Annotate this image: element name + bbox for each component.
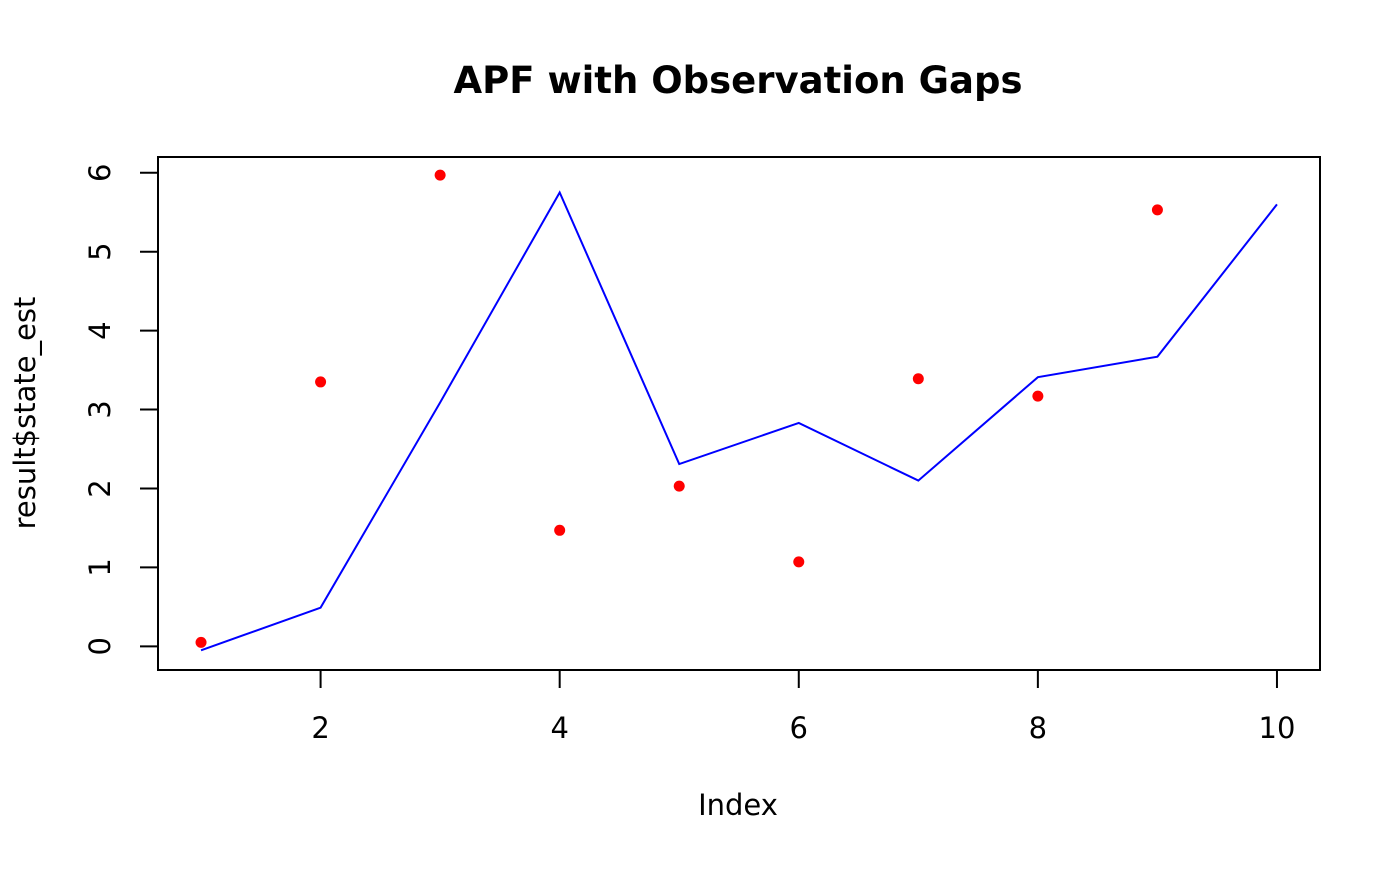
- observation-point: [793, 556, 805, 568]
- x-tick-label: 4: [550, 711, 568, 745]
- y-tick-label: 0: [83, 637, 117, 655]
- observation-point: [434, 169, 446, 181]
- observation-point: [912, 373, 924, 385]
- state-estimate-line: [200, 190, 1278, 652]
- observation-point: [1032, 390, 1044, 402]
- x-tick-label: 8: [1029, 711, 1047, 745]
- y-tick-label: 5: [83, 242, 117, 260]
- x-tick-label: 2: [311, 711, 329, 745]
- x-tick-label: 10: [1259, 711, 1296, 745]
- chart-title: APF with Observation Gaps: [454, 59, 1023, 102]
- y-tick-label: 6: [83, 164, 117, 182]
- observation-point: [673, 480, 685, 492]
- observation-point: [554, 524, 566, 536]
- series-layer: [195, 169, 1278, 652]
- x-axis: 2 4 6 8 10: [311, 669, 1296, 745]
- y-axis-label: result$state_est: [8, 297, 42, 530]
- observation-point: [195, 636, 207, 648]
- observation-point: [1151, 204, 1163, 216]
- y-tick-label: 4: [83, 321, 117, 339]
- plot-frame: [157, 156, 1321, 671]
- x-axis-label: Index: [698, 788, 778, 822]
- y-axis: 0 1 2 3 4 5 6: [83, 164, 159, 656]
- y-tick-label: 1: [83, 558, 117, 576]
- y-tick-label: 2: [83, 479, 117, 497]
- y-tick-label: 3: [83, 400, 117, 418]
- x-tick-label: 6: [790, 711, 808, 745]
- observation-point: [315, 376, 327, 388]
